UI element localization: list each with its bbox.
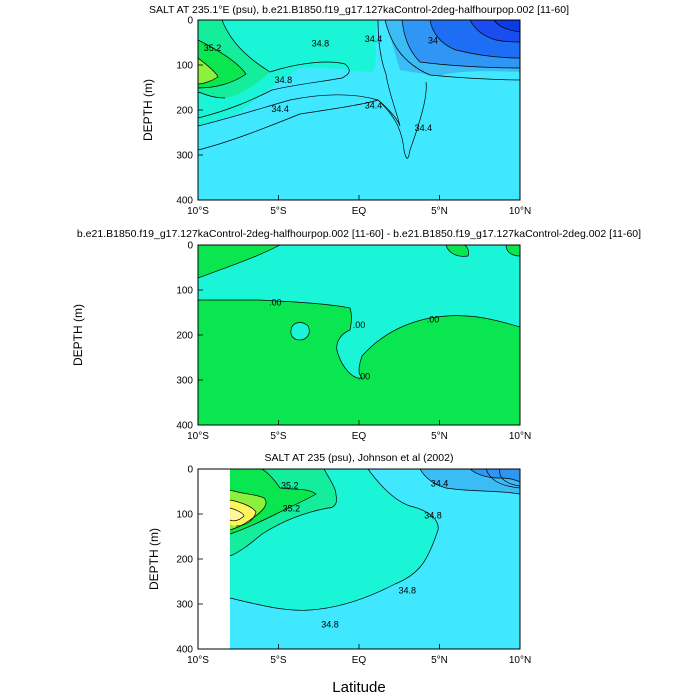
panel-2-contour-lines: [198, 245, 520, 379]
contour-label: 34.8: [312, 38, 330, 48]
contour-fill-aqua: [198, 245, 520, 379]
panel-3-contour-lines: [229, 469, 520, 611]
panel-2-contours: .00 .00 .00 .00: [198, 245, 520, 425]
x-tick-label: 5°S: [270, 206, 287, 217]
contour-label: 34.4: [415, 123, 433, 133]
panel-1-contours: 35.2 34.8 34.8 34.4 34.4 34.4 34 34.4: [198, 20, 520, 200]
contour-label: 35.2: [281, 481, 299, 491]
x-tick-label: 10°S: [187, 431, 209, 442]
panel-1-ylabel: DEPTH (m): [141, 79, 155, 141]
x-tick-label: 10°N: [509, 431, 531, 442]
contour-label: 34.4: [271, 104, 289, 114]
x-tick-label: EQ: [352, 431, 367, 442]
panel-2: b.e21.B1850.f19_g17.127kaControl-2deg-ha…: [71, 228, 641, 442]
x-tick-label: 5°N: [431, 206, 448, 217]
panel-1-ticks: 10°S 5°S EQ 5°N 10°N 0 100 200 300 400: [176, 16, 531, 218]
y-tick-label: 0: [187, 241, 193, 252]
panel-3-contour-labels: 35.2 35.2 34.4 34.8 34.8 34.8: [281, 478, 448, 629]
y-tick-label: 200: [176, 331, 193, 342]
x-tick-label: 5°S: [270, 431, 287, 442]
y-tick-label: 0: [187, 465, 193, 476]
contour-fill-aqua: [198, 20, 378, 126]
contour-fill-green-small: [446, 245, 469, 257]
contour-label: .00: [269, 298, 282, 308]
contour-label: .00: [427, 314, 440, 324]
contour-label: 34.4: [365, 34, 383, 44]
y-tick-label: 100: [176, 286, 193, 297]
y-tick-label: 200: [176, 106, 193, 117]
x-tick-label: EQ: [352, 206, 367, 217]
contour-fill-green-corner: [506, 245, 520, 256]
contour-label: 34.4: [365, 101, 383, 111]
x-tick-label: 5°N: [431, 655, 448, 666]
contour-label: .00: [353, 320, 366, 330]
y-tick-label: 300: [176, 151, 193, 162]
y-tick-label: 0: [187, 16, 193, 27]
x-tick-label: 5°N: [431, 431, 448, 442]
contour-fill-paleyellow: [230, 508, 244, 521]
x-tick-label: 10°N: [509, 206, 531, 217]
y-tick-label: 400: [176, 645, 193, 656]
panel-3-contours: 35.2 35.2 34.4 34.8 34.8 34.8: [198, 469, 520, 649]
contour-fill-deepblue: [494, 20, 520, 32]
x-tick-label: 10°N: [509, 655, 531, 666]
panel-3-ticks: 10°S 5°S EQ 5°N 10°N 0 100 200 300 400: [176, 465, 531, 667]
y-tick-label: 400: [176, 421, 193, 432]
panel-2-ylabel: DEPTH (m): [71, 304, 85, 366]
y-tick-label: 100: [176, 510, 193, 521]
figure-xlabel: Latitude: [332, 679, 385, 696]
contour-label: .00: [358, 371, 371, 381]
contour-fill-lime: [198, 58, 218, 84]
panel-2-contour-labels: .00 .00 .00 .00: [269, 298, 439, 382]
contour-fill-aqua-island: [290, 322, 310, 340]
panel-3: SALT AT 235 (psu), Johnson et al (2002): [147, 452, 531, 666]
y-tick-label: 300: [176, 600, 193, 611]
contour-label: 34.8: [424, 510, 442, 520]
contour-fill-blue2: [470, 469, 520, 482]
x-tick-label: EQ: [352, 655, 367, 666]
contour-label: 34.8: [275, 75, 293, 85]
panel-3-title: SALT AT 235 (psu), Johnson et al (2002): [265, 452, 454, 464]
contour-label: 35.2: [204, 43, 222, 53]
y-tick-label: 400: [176, 196, 193, 207]
panel-1: SALT AT 235.1°E (psu), b.e21.B1850.f19_g…: [141, 4, 569, 217]
contour-label: 34.8: [399, 586, 417, 596]
y-tick-label: 300: [176, 376, 193, 387]
x-tick-label: 5°S: [270, 655, 287, 666]
panel-2-title: b.e21.B1850.f19_g17.127kaControl-2deg-ha…: [77, 228, 641, 240]
contour-label: 34: [428, 35, 438, 45]
contour-label: 34.8: [321, 619, 339, 629]
x-tick-label: 10°S: [187, 206, 209, 217]
contour-label: 34.4: [431, 478, 449, 488]
y-tick-label: 100: [176, 61, 193, 72]
panel-3-ylabel: DEPTH (m): [147, 528, 161, 590]
y-tick-label: 200: [176, 555, 193, 566]
x-tick-label: 10°S: [187, 655, 209, 666]
contour-label: 35.2: [283, 504, 301, 514]
panel-1-title: SALT AT 235.1°E (psu), b.e21.B1850.f19_g…: [149, 4, 569, 16]
panel-1-contour-labels: 35.2 34.8 34.8 34.4 34.4 34.4 34 34.4: [204, 34, 438, 133]
panel-1-contour-lines: [198, 20, 520, 159]
panel-2-ticks: 10°S 5°S EQ 5°N 10°N 0 100 200 300 400: [176, 241, 531, 443]
contour-fill-cyan-deep: [198, 71, 520, 200]
